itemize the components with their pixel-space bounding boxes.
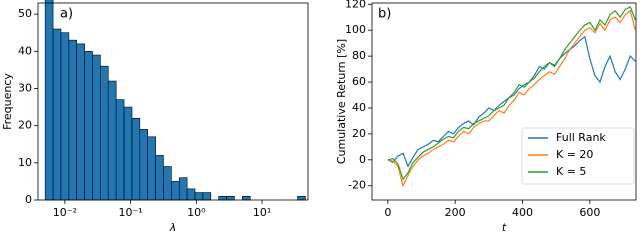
y-tick-label: 120 <box>345 0 366 10</box>
line-series <box>387 35 636 168</box>
y-axis-label: Cumulative Return [%] <box>335 39 348 164</box>
bar <box>115 99 125 201</box>
axes-frame <box>371 2 637 201</box>
x-axis-label: λ <box>169 221 177 232</box>
x-tick-label: 10⁰ <box>187 206 206 219</box>
y-tick-label: 80 <box>352 49 366 62</box>
bar <box>60 32 70 201</box>
bar <box>100 65 109 201</box>
panel-label: b) <box>378 7 391 22</box>
y-tick-label: 20 <box>18 119 32 132</box>
bar <box>123 106 133 201</box>
y-tick-label: 0 <box>25 193 32 206</box>
y-tick-label: 40 <box>18 44 32 57</box>
x-axis-label: t <box>502 221 507 232</box>
x-tick-label: 400 <box>512 206 533 219</box>
y-tick-label: 50 <box>18 7 32 20</box>
x-tick-label: 10¹ <box>253 206 271 219</box>
x-tick-label: 0 <box>384 206 391 219</box>
bar <box>242 195 251 201</box>
bar <box>202 192 212 201</box>
bar <box>178 177 188 201</box>
panel-label: a) <box>60 7 73 22</box>
y-tick-label: 10 <box>18 156 32 169</box>
bar <box>52 28 62 201</box>
bar <box>92 54 101 201</box>
legend-box <box>521 127 635 185</box>
y-tick-label: -20 <box>348 179 366 192</box>
bar <box>171 181 180 201</box>
x-tick-label: 10⁻² <box>53 206 77 219</box>
bar <box>44 0 54 201</box>
bar <box>139 129 148 201</box>
y-tick-label: 0 <box>359 153 366 166</box>
y-tick-label: 100 <box>345 23 366 36</box>
bar <box>186 188 196 201</box>
legend-label: K = 20 <box>556 148 593 161</box>
bar <box>76 43 85 201</box>
axes-frame <box>37 2 309 201</box>
bar <box>131 117 141 201</box>
bar <box>107 80 117 201</box>
x-tick-label: 600 <box>579 206 600 219</box>
line-series <box>387 9 636 188</box>
bar <box>84 51 93 201</box>
bar <box>226 195 235 201</box>
bar <box>163 166 172 201</box>
y-tick-label: 20 <box>352 127 366 140</box>
y-axis-label: Frequency <box>1 73 14 130</box>
figure: 0 10 20 30 40 50 10⁻² 10⁻¹ 10⁰ 10¹ λ Frequency a) Ful… <box>1 0 637 232</box>
page: 0 10 20 30 40 50 10⁻² 10⁻¹ 10⁰ 10¹ λ Frequency a) Ful… <box>1 0 637 232</box>
y-tick-label: 40 <box>352 101 366 114</box>
legend-label: Full Rank <box>556 131 606 144</box>
y-tick-label: 60 <box>352 75 366 88</box>
bar <box>68 39 77 201</box>
bar <box>147 136 156 201</box>
x-tick-label: 10⁻¹ <box>118 206 142 219</box>
bar <box>297 195 306 201</box>
bar <box>218 195 227 201</box>
bar <box>194 192 204 201</box>
x-tick-label: 200 <box>445 206 466 219</box>
legend-label: K = 5 <box>556 165 586 178</box>
y-tick-label: 30 <box>18 81 32 94</box>
bar <box>155 155 164 201</box>
line-series <box>387 6 636 181</box>
